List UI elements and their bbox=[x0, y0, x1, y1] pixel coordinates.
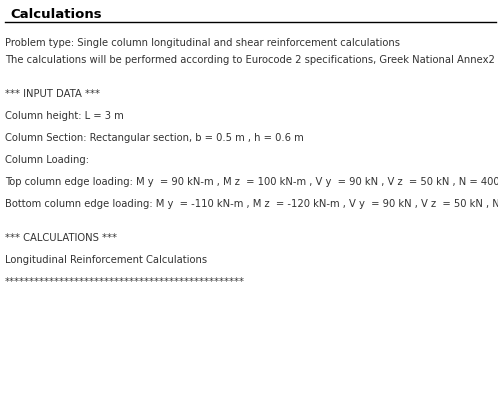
Text: ************************************************: ****************************************… bbox=[5, 277, 245, 287]
Text: Column Loading:: Column Loading: bbox=[5, 155, 89, 165]
Text: Top column edge loading: M y  = 90 kN-m , M z  = 100 kN-m , V y  = 90 kN , V z  : Top column edge loading: M y = 90 kN-m ,… bbox=[5, 177, 498, 187]
Text: Column height: L = 3 m: Column height: L = 3 m bbox=[5, 111, 124, 121]
Text: Column Section: Rectangular section, b = 0.5 m , h = 0.6 m: Column Section: Rectangular section, b =… bbox=[5, 133, 304, 143]
Text: Bottom column edge loading: M y  = -110 kN-m , M z  = -120 kN-m , V y  = 90 kN ,: Bottom column edge loading: M y = -110 k… bbox=[5, 199, 498, 209]
Text: *** INPUT DATA ***: *** INPUT DATA *** bbox=[5, 89, 100, 99]
Text: The calculations will be performed according to Eurocode 2 specifications, Greek: The calculations will be performed accor… bbox=[5, 55, 495, 65]
Text: *** CALCULATIONS ***: *** CALCULATIONS *** bbox=[5, 233, 117, 243]
Text: Problem type: Single column longitudinal and shear reinforcement calculations: Problem type: Single column longitudinal… bbox=[5, 38, 400, 48]
Text: Calculations: Calculations bbox=[10, 8, 102, 21]
Text: Longitudinal Reinforcement Calculations: Longitudinal Reinforcement Calculations bbox=[5, 255, 207, 265]
